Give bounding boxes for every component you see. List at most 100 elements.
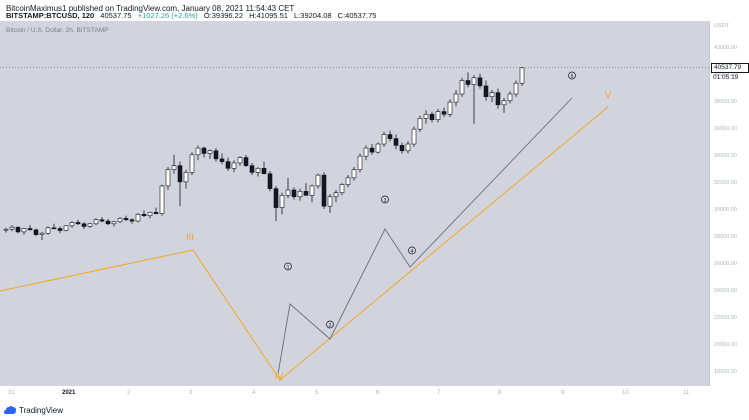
candle-down xyxy=(261,168,267,175)
candle-up xyxy=(297,191,303,198)
candle-down xyxy=(99,219,105,222)
price-tick: 38000.00 xyxy=(714,99,737,106)
wave-label-4-circle xyxy=(408,246,416,255)
candle-up xyxy=(231,162,237,169)
candle-up xyxy=(147,211,153,216)
price-chart[interactable]: III IV V 1 2 3 4 5 xyxy=(0,21,710,386)
candle-up xyxy=(183,172,189,183)
time-tick: 9 xyxy=(561,390,565,396)
candle-down xyxy=(219,158,225,162)
candle-up xyxy=(315,174,321,187)
candle-down xyxy=(273,188,279,208)
price-tick: 18000.00 xyxy=(714,369,737,376)
wave-label-4: 4 xyxy=(411,249,414,255)
candle-down xyxy=(105,220,111,225)
candle-down xyxy=(33,229,39,235)
candle-up xyxy=(93,219,99,225)
publish-info-text: BitcoinMaximus1 published on TradingView… xyxy=(6,4,295,13)
time-tick: 2021 xyxy=(62,390,76,396)
candle-down xyxy=(495,92,501,106)
wave-label-2-circle xyxy=(326,320,334,329)
candle-up xyxy=(453,93,459,103)
candle-down xyxy=(177,165,183,183)
candle-up xyxy=(351,169,357,179)
wave-label-3: 3 xyxy=(384,198,387,204)
footer-brand: TradingView xyxy=(19,405,64,415)
candle-up xyxy=(9,226,15,230)
candle-up xyxy=(333,192,339,198)
price-tick: 28000.00 xyxy=(714,234,737,241)
candle-up xyxy=(423,113,429,119)
ohlc-high: H:41095.51 xyxy=(249,11,288,20)
wave-label-5: 5 xyxy=(571,74,574,80)
candle-up xyxy=(111,221,117,225)
candle-down xyxy=(387,134,393,139)
candle-down xyxy=(51,227,57,230)
wave-label-v: V xyxy=(605,90,611,100)
candle-down xyxy=(303,191,309,196)
time-tick: 4 xyxy=(252,390,256,396)
candle-up xyxy=(237,157,243,164)
candle-up xyxy=(489,92,495,98)
time-tick: 31 xyxy=(8,390,15,396)
price-tick: 24000.00 xyxy=(714,288,737,295)
time-axis[interactable]: 31 2021 2 3 4 5 6 7 8 9 10 11 xyxy=(0,386,710,402)
candle-up xyxy=(45,227,51,234)
candle-up xyxy=(435,111,441,120)
symbol-name[interactable]: BITSTAMP:BTCUSD, 120 xyxy=(6,11,95,20)
candle-down xyxy=(75,222,81,225)
candle-down xyxy=(81,223,87,227)
candle-down xyxy=(57,228,63,231)
candle-up xyxy=(381,134,387,145)
candle-up xyxy=(339,184,345,193)
ohlc-low: L:39204.08 xyxy=(294,11,332,20)
candle-down xyxy=(249,165,255,173)
time-tick: 7 xyxy=(437,390,441,396)
candle-up xyxy=(285,189,291,196)
ohlc-close: C:40537.75 xyxy=(337,11,377,20)
candle-up xyxy=(507,93,513,102)
wave-label-5-circle xyxy=(568,71,576,80)
price-tick: 26000.00 xyxy=(714,261,737,268)
time-tick: 3 xyxy=(189,390,193,396)
candle-up xyxy=(279,195,285,208)
candle-down xyxy=(123,218,129,221)
price-tick: 22000.00 xyxy=(714,315,737,322)
price-axis-unit: USDT xyxy=(714,23,729,29)
current-price-label: 40537.79 xyxy=(711,62,749,73)
candle-down xyxy=(441,111,447,115)
candle-up xyxy=(195,147,201,156)
candle-up xyxy=(519,67,525,84)
wave-label-1-circle xyxy=(284,262,292,271)
candle-up xyxy=(21,228,27,233)
candle-up xyxy=(3,228,9,231)
price-axis[interactable]: USDT 42000.00 40000.00 38000.00 36000.00 340… xyxy=(710,21,749,386)
candle-up xyxy=(357,155,363,171)
candle-down xyxy=(399,145,405,152)
price-tick: 20000.00 xyxy=(714,342,737,349)
candle-down xyxy=(369,147,375,153)
time-tick: 5 xyxy=(315,390,319,396)
candle-up xyxy=(375,143,381,153)
publish-info: BitcoinMaximus1 published on TradingView… xyxy=(0,0,749,20)
price-tick: 30000.00 xyxy=(714,207,737,214)
time-tick: 10 xyxy=(622,390,629,396)
candle-up xyxy=(117,218,123,223)
chart-panel[interactable]: Bitcoin / U.S. Dollar, 2h, BITSTAMP III I… xyxy=(0,21,710,386)
candle-up xyxy=(189,154,195,173)
candle-down xyxy=(141,214,147,216)
candle-down xyxy=(243,157,249,166)
candle-up xyxy=(171,165,177,171)
candle-up xyxy=(207,150,213,154)
price-change: +1027.26 (+2.6%) xyxy=(137,11,198,20)
candle-down xyxy=(15,226,21,233)
candle-down xyxy=(27,228,33,231)
candle-up xyxy=(417,118,423,130)
chart-legend-label: Bitcoin / U.S. Dollar, 2h, BITSTAMP xyxy=(6,27,109,34)
footer: TradingView xyxy=(4,405,63,415)
wave-label-2: 2 xyxy=(329,323,332,329)
candle-down xyxy=(393,138,399,146)
candle-down xyxy=(291,189,297,198)
last-price: 40537.75 xyxy=(100,11,132,20)
candle-down xyxy=(213,150,219,160)
